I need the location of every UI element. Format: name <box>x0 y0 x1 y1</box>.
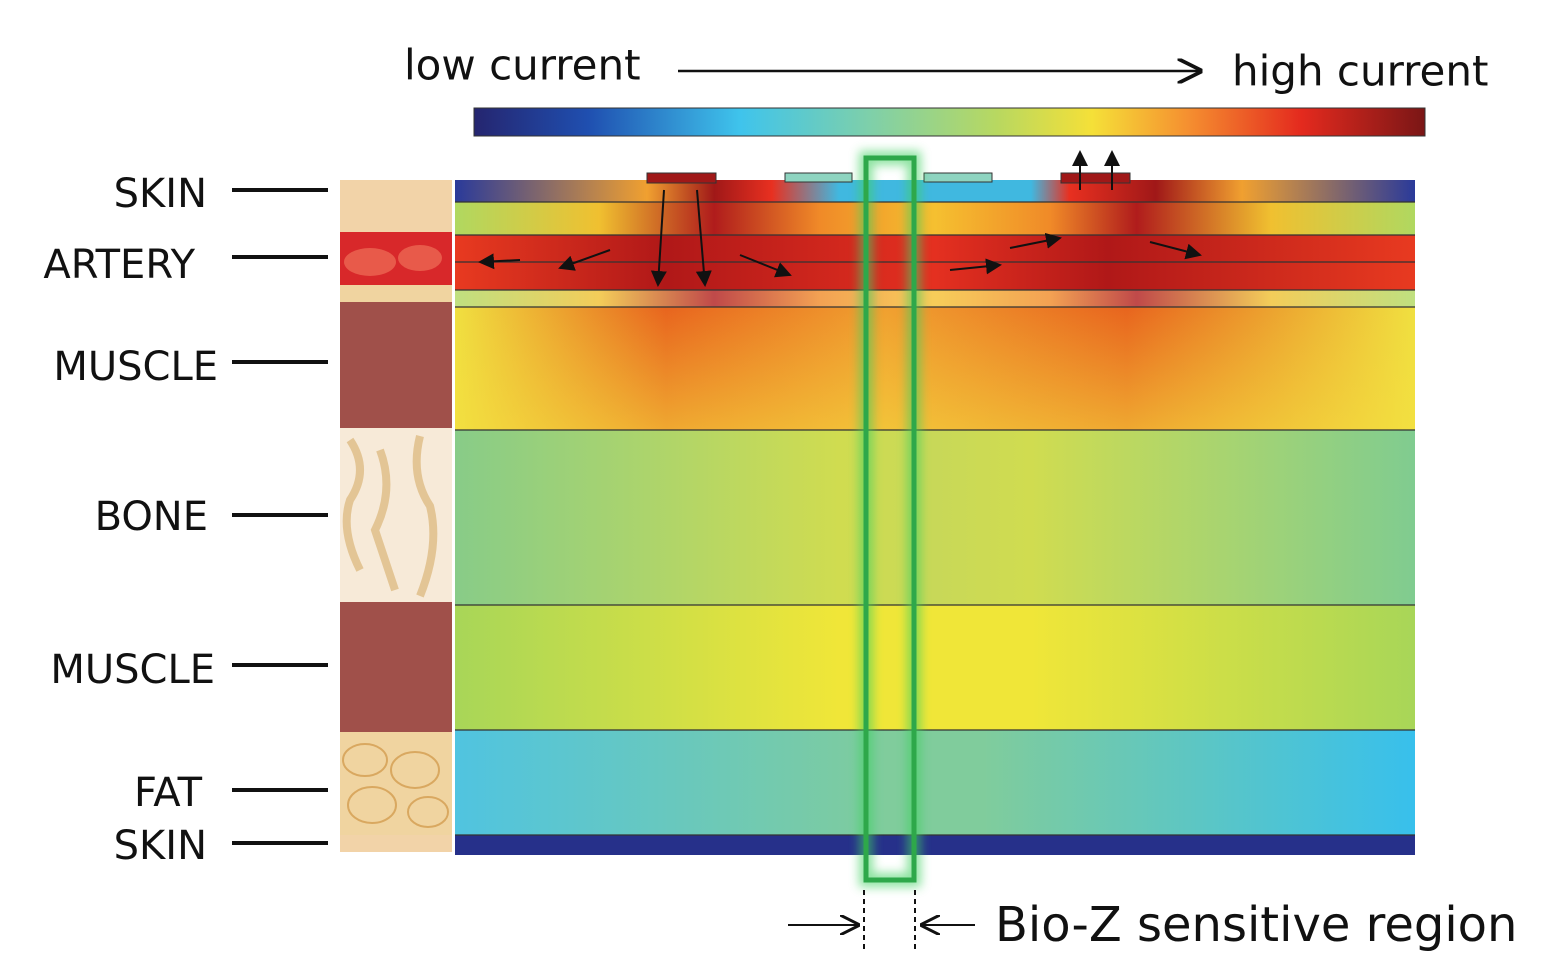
layer-labels <box>232 190 328 843</box>
tissue-strip <box>340 180 452 852</box>
simulation <box>455 152 1415 855</box>
layer-label: SKIN <box>114 171 207 217</box>
layer-label: MUSCLE <box>53 344 218 390</box>
high-label: high current <box>1232 47 1488 96</box>
layer-label: MUSCLE <box>50 647 215 693</box>
low-label: low current <box>404 41 641 90</box>
caption: Bio-Z sensitive region <box>995 897 1517 953</box>
layer-label: ARTERY <box>43 242 195 288</box>
layer-label: FAT <box>134 770 203 816</box>
layer-label: BONE <box>95 494 208 540</box>
figure: low current high current <box>0 0 1546 955</box>
layer-label: SKIN <box>114 823 207 869</box>
region-marker <box>788 890 975 950</box>
colorbar <box>474 108 1425 136</box>
